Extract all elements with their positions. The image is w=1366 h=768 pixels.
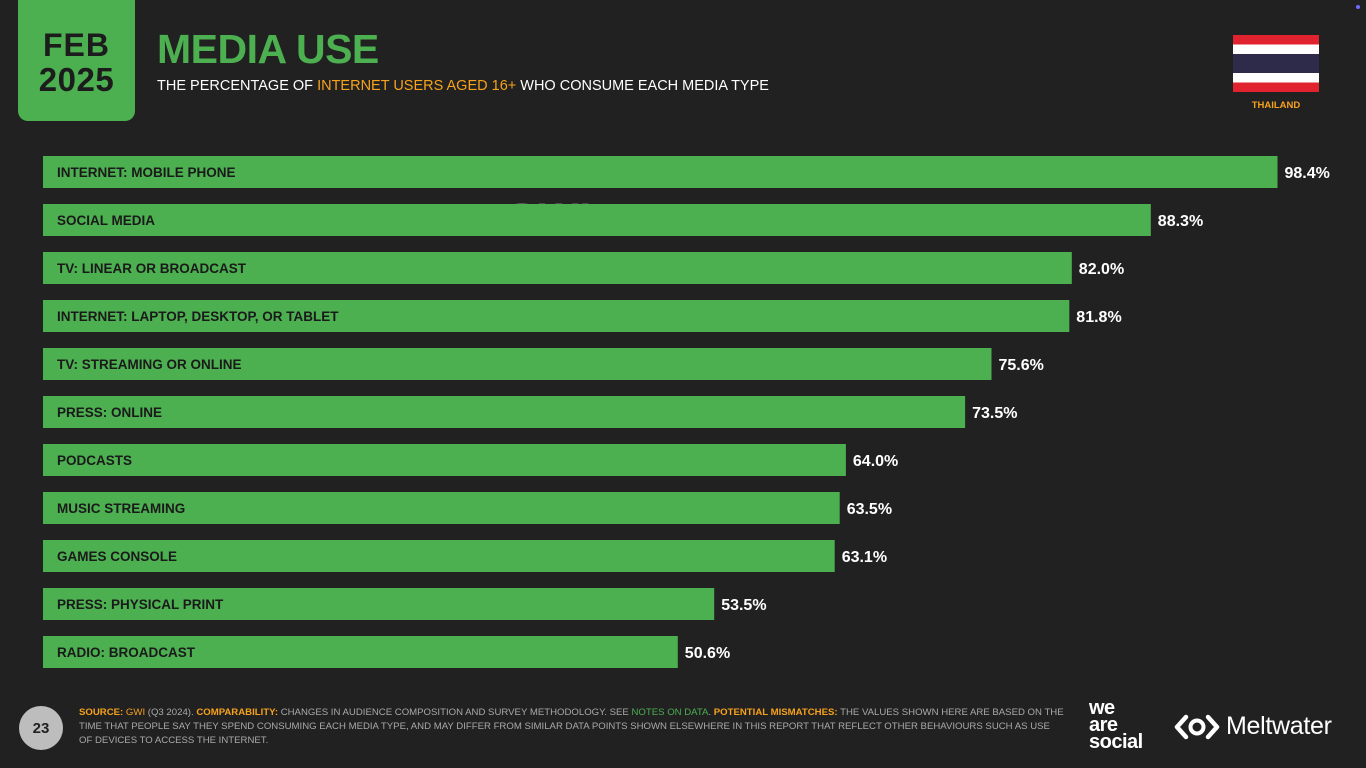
bar xyxy=(43,252,1072,284)
source-label: SOURCE: xyxy=(79,707,124,718)
thailand-flag-icon xyxy=(1233,35,1319,92)
bar xyxy=(43,300,1070,332)
subtitle-highlight: INTERNET USERS AGED 16+ xyxy=(317,78,517,94)
we-are-social-logo: we are social xyxy=(1089,697,1143,753)
meltwater-logo: Meltwater xyxy=(1174,712,1332,741)
notes-on-data-link[interactable]: NOTES ON DATA xyxy=(631,707,709,718)
country-label: THAILAND xyxy=(1251,100,1301,111)
bar-category-label: GAMES CONSOLE xyxy=(57,549,177,564)
bar-value-label: 81.8% xyxy=(1076,309,1121,326)
meltwater-mark-icon xyxy=(1174,714,1220,739)
bar-value-label: 73.5% xyxy=(972,405,1017,422)
mismatch-text: THE VALUES SHOWN HERE ARE BASED ON THE T… xyxy=(79,707,1064,746)
bar xyxy=(43,540,835,572)
bar-category-label: RADIO: BROADCAST xyxy=(57,645,196,660)
bar-value-label: 63.1% xyxy=(842,549,887,566)
bar-category-label: SOCIAL MEDIA xyxy=(57,213,155,228)
bar xyxy=(43,636,678,668)
date-month: FEB xyxy=(43,27,110,63)
brand-are: are xyxy=(1089,714,1118,736)
corner-dot xyxy=(1356,5,1360,9)
source-period: (Q3 2024). xyxy=(145,707,197,718)
brand-we: we xyxy=(1089,697,1115,719)
bar-value-label: 82.0% xyxy=(1079,261,1124,278)
brand-social: social xyxy=(1089,731,1143,753)
bar-category-label: INTERNET: LAPTOP, DESKTOP, OR TABLET xyxy=(57,309,339,324)
bar-value-label: 64.0% xyxy=(853,453,898,470)
bar xyxy=(43,396,966,428)
bar xyxy=(43,204,1151,236)
date-badge: FEB 2025 xyxy=(18,0,135,121)
source-gwi: GWI xyxy=(125,707,146,718)
bar-value-label: 63.5% xyxy=(847,501,892,518)
bar-category-label: TV: STREAMING OR ONLINE xyxy=(57,357,242,372)
date-year: 2025 xyxy=(38,61,115,98)
bar-category-label: PODCASTS xyxy=(57,453,132,468)
bar xyxy=(43,588,715,620)
comparability-text: CHANGES IN AUDIENCE COMPOSITION AND SURV… xyxy=(278,707,632,718)
bar-value-label: 75.6% xyxy=(999,357,1044,374)
footnote: SOURCE: GWI (Q3 2024). COMPARABILITY: CH… xyxy=(79,707,1064,746)
page-title: MEDIA USE xyxy=(157,26,379,72)
bar-value-label: 50.6% xyxy=(685,645,730,662)
bar-category-label: MUSIC STREAMING xyxy=(57,501,185,516)
bar-value-label: 98.4% xyxy=(1285,165,1330,182)
bar-category-label: TV: LINEAR OR BROADCAST xyxy=(57,261,247,276)
subtitle-pre: THE PERCENTAGE OF xyxy=(157,78,318,94)
bar xyxy=(43,348,992,380)
bar xyxy=(43,492,840,524)
subtitle-post: WHO CONSUME EACH MEDIA TYPE xyxy=(516,78,769,94)
comparability-label: COMPARABILITY: xyxy=(196,707,279,718)
page-subtitle: THE PERCENTAGE OF INTERNET USERS AGED 16… xyxy=(157,78,769,94)
bar-value-label: 88.3% xyxy=(1158,213,1203,230)
brand-meltwater: Meltwater xyxy=(1226,712,1332,740)
bar xyxy=(43,444,846,476)
mismatch-label: POTENTIAL MISMATCHES: xyxy=(711,707,838,718)
bar-category-label: INTERNET: MOBILE PHONE xyxy=(57,165,236,180)
page-number: 23 xyxy=(19,706,63,750)
bar xyxy=(43,156,1278,188)
bar-category-label: PRESS: ONLINE xyxy=(57,405,162,420)
bar-category-label: PRESS: PHYSICAL PRINT xyxy=(57,597,224,612)
bar-value-label: 53.5% xyxy=(721,597,766,614)
